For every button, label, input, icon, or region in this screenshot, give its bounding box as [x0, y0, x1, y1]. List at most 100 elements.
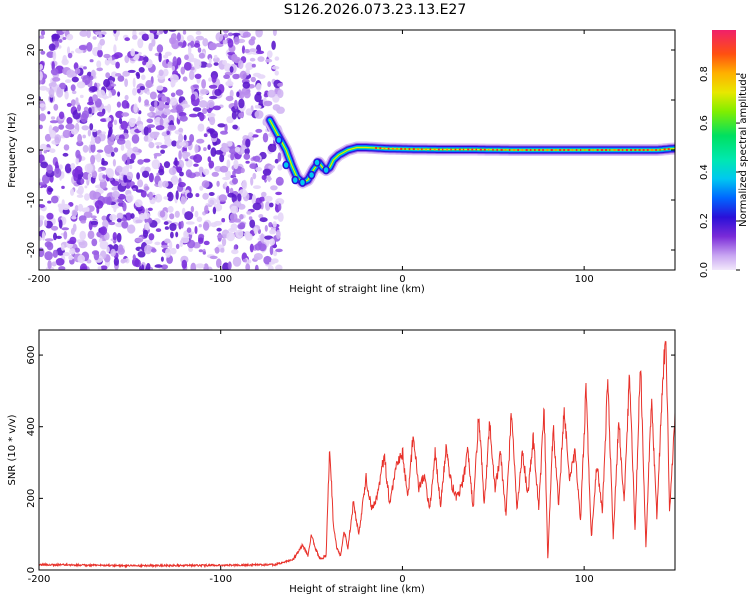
noise-blob [89, 86, 98, 92]
noise-blob [106, 246, 110, 254]
noise-blob [130, 213, 135, 219]
noise-blob [48, 88, 55, 98]
signal-peak-mark [375, 147, 377, 149]
noise-blob [49, 120, 59, 124]
noise-blob [245, 108, 253, 116]
signal-peak-mark [563, 149, 566, 151]
noise-blob [39, 204, 46, 209]
noise-blob [88, 107, 92, 115]
noise-blob [71, 90, 77, 95]
noise-blob [62, 129, 71, 139]
noise-blob [268, 222, 273, 228]
snr-plot-area [39, 330, 675, 570]
signal-peak-mark [379, 147, 382, 150]
noise-blob [147, 112, 153, 117]
noise-blob [47, 187, 54, 193]
noise-blob [190, 93, 196, 102]
noise-blob [225, 185, 230, 194]
noise-blob [194, 73, 202, 80]
noise-blob [227, 32, 234, 37]
signal-peak-mark [517, 149, 519, 151]
noise-blob [245, 138, 251, 148]
noise-blob [233, 36, 240, 45]
noise-blob [277, 152, 282, 162]
noise-blob [115, 165, 123, 173]
noise-blob [51, 225, 59, 231]
noise-blob [65, 123, 75, 130]
noise-blob [274, 158, 279, 164]
noise-blob [264, 195, 273, 202]
noise-blob [154, 142, 163, 146]
noise-blob [227, 261, 232, 270]
noise-blob [243, 153, 251, 160]
noise-blob [202, 251, 206, 255]
noise-blob [117, 244, 124, 253]
noise-blob [40, 50, 46, 55]
noise-blob [188, 70, 195, 81]
noise-blob [77, 254, 85, 264]
noise-blob [108, 221, 116, 226]
noise-blob [90, 220, 99, 226]
noise-blob [129, 164, 133, 170]
noise-blob [135, 71, 140, 77]
noise-blob [143, 126, 149, 136]
noise-blob [53, 103, 59, 111]
noise-blob [54, 134, 62, 144]
y-tick-label: 600 [26, 346, 37, 365]
noise-blob [269, 202, 274, 208]
noise-blob [203, 263, 209, 270]
noise-blob [115, 61, 120, 69]
noise-blob [171, 65, 176, 72]
noise-blob [163, 221, 169, 226]
noise-blob [98, 34, 103, 39]
noise-blob [183, 61, 192, 71]
noise-blob [244, 231, 251, 238]
noise-blob [184, 211, 194, 221]
noise-blob [110, 60, 117, 66]
noise-blob [75, 157, 79, 165]
signal-peak-mark [538, 149, 541, 151]
noise-blob [102, 174, 107, 179]
noise-blob [184, 54, 189, 61]
noise-blob [99, 38, 105, 46]
signal-peak-mark [630, 149, 633, 151]
noise-blob [252, 156, 256, 161]
signal-peak-mark [529, 149, 532, 151]
noise-blob [144, 99, 150, 106]
x-tick-label: 0 [399, 574, 405, 585]
noise-blob [232, 124, 238, 130]
noise-blob [240, 167, 245, 174]
noise-blob [265, 201, 271, 211]
noise-blob [231, 110, 237, 120]
signal-peak-mark [383, 147, 386, 150]
noise-blob [198, 249, 204, 253]
signal-peak-mark [617, 149, 620, 151]
noise-blob [267, 81, 272, 88]
noise-blob [76, 189, 83, 195]
spectrogram-y-label: Frequency (Hz) [7, 112, 18, 188]
signal-peak-mark [588, 149, 591, 151]
noise-blob [95, 31, 103, 35]
noise-blob [43, 150, 47, 154]
noise-blob [175, 190, 179, 200]
noise-blob [208, 84, 218, 89]
noise-blob [78, 45, 88, 51]
signal-peak-mark [550, 149, 553, 151]
noise-blob [176, 166, 183, 174]
noise-blob [180, 196, 186, 205]
noise-blob [39, 71, 43, 81]
colorbar: 0.0 0.2 0.4 0.6 0.8 Normalized spectral ampl… [699, 30, 749, 278]
noise-blob [84, 193, 90, 201]
x-tick-label: 100 [575, 574, 594, 585]
signal-blob [275, 135, 283, 145]
noise-blob [65, 79, 72, 83]
noise-blob [194, 144, 199, 154]
noise-blob [136, 172, 141, 180]
noise-blob [129, 118, 137, 123]
noise-blob [277, 89, 284, 99]
noise-blob [249, 219, 256, 228]
noise-blob [58, 219, 63, 229]
noise-blob [186, 192, 193, 199]
noise-blob [213, 105, 221, 111]
